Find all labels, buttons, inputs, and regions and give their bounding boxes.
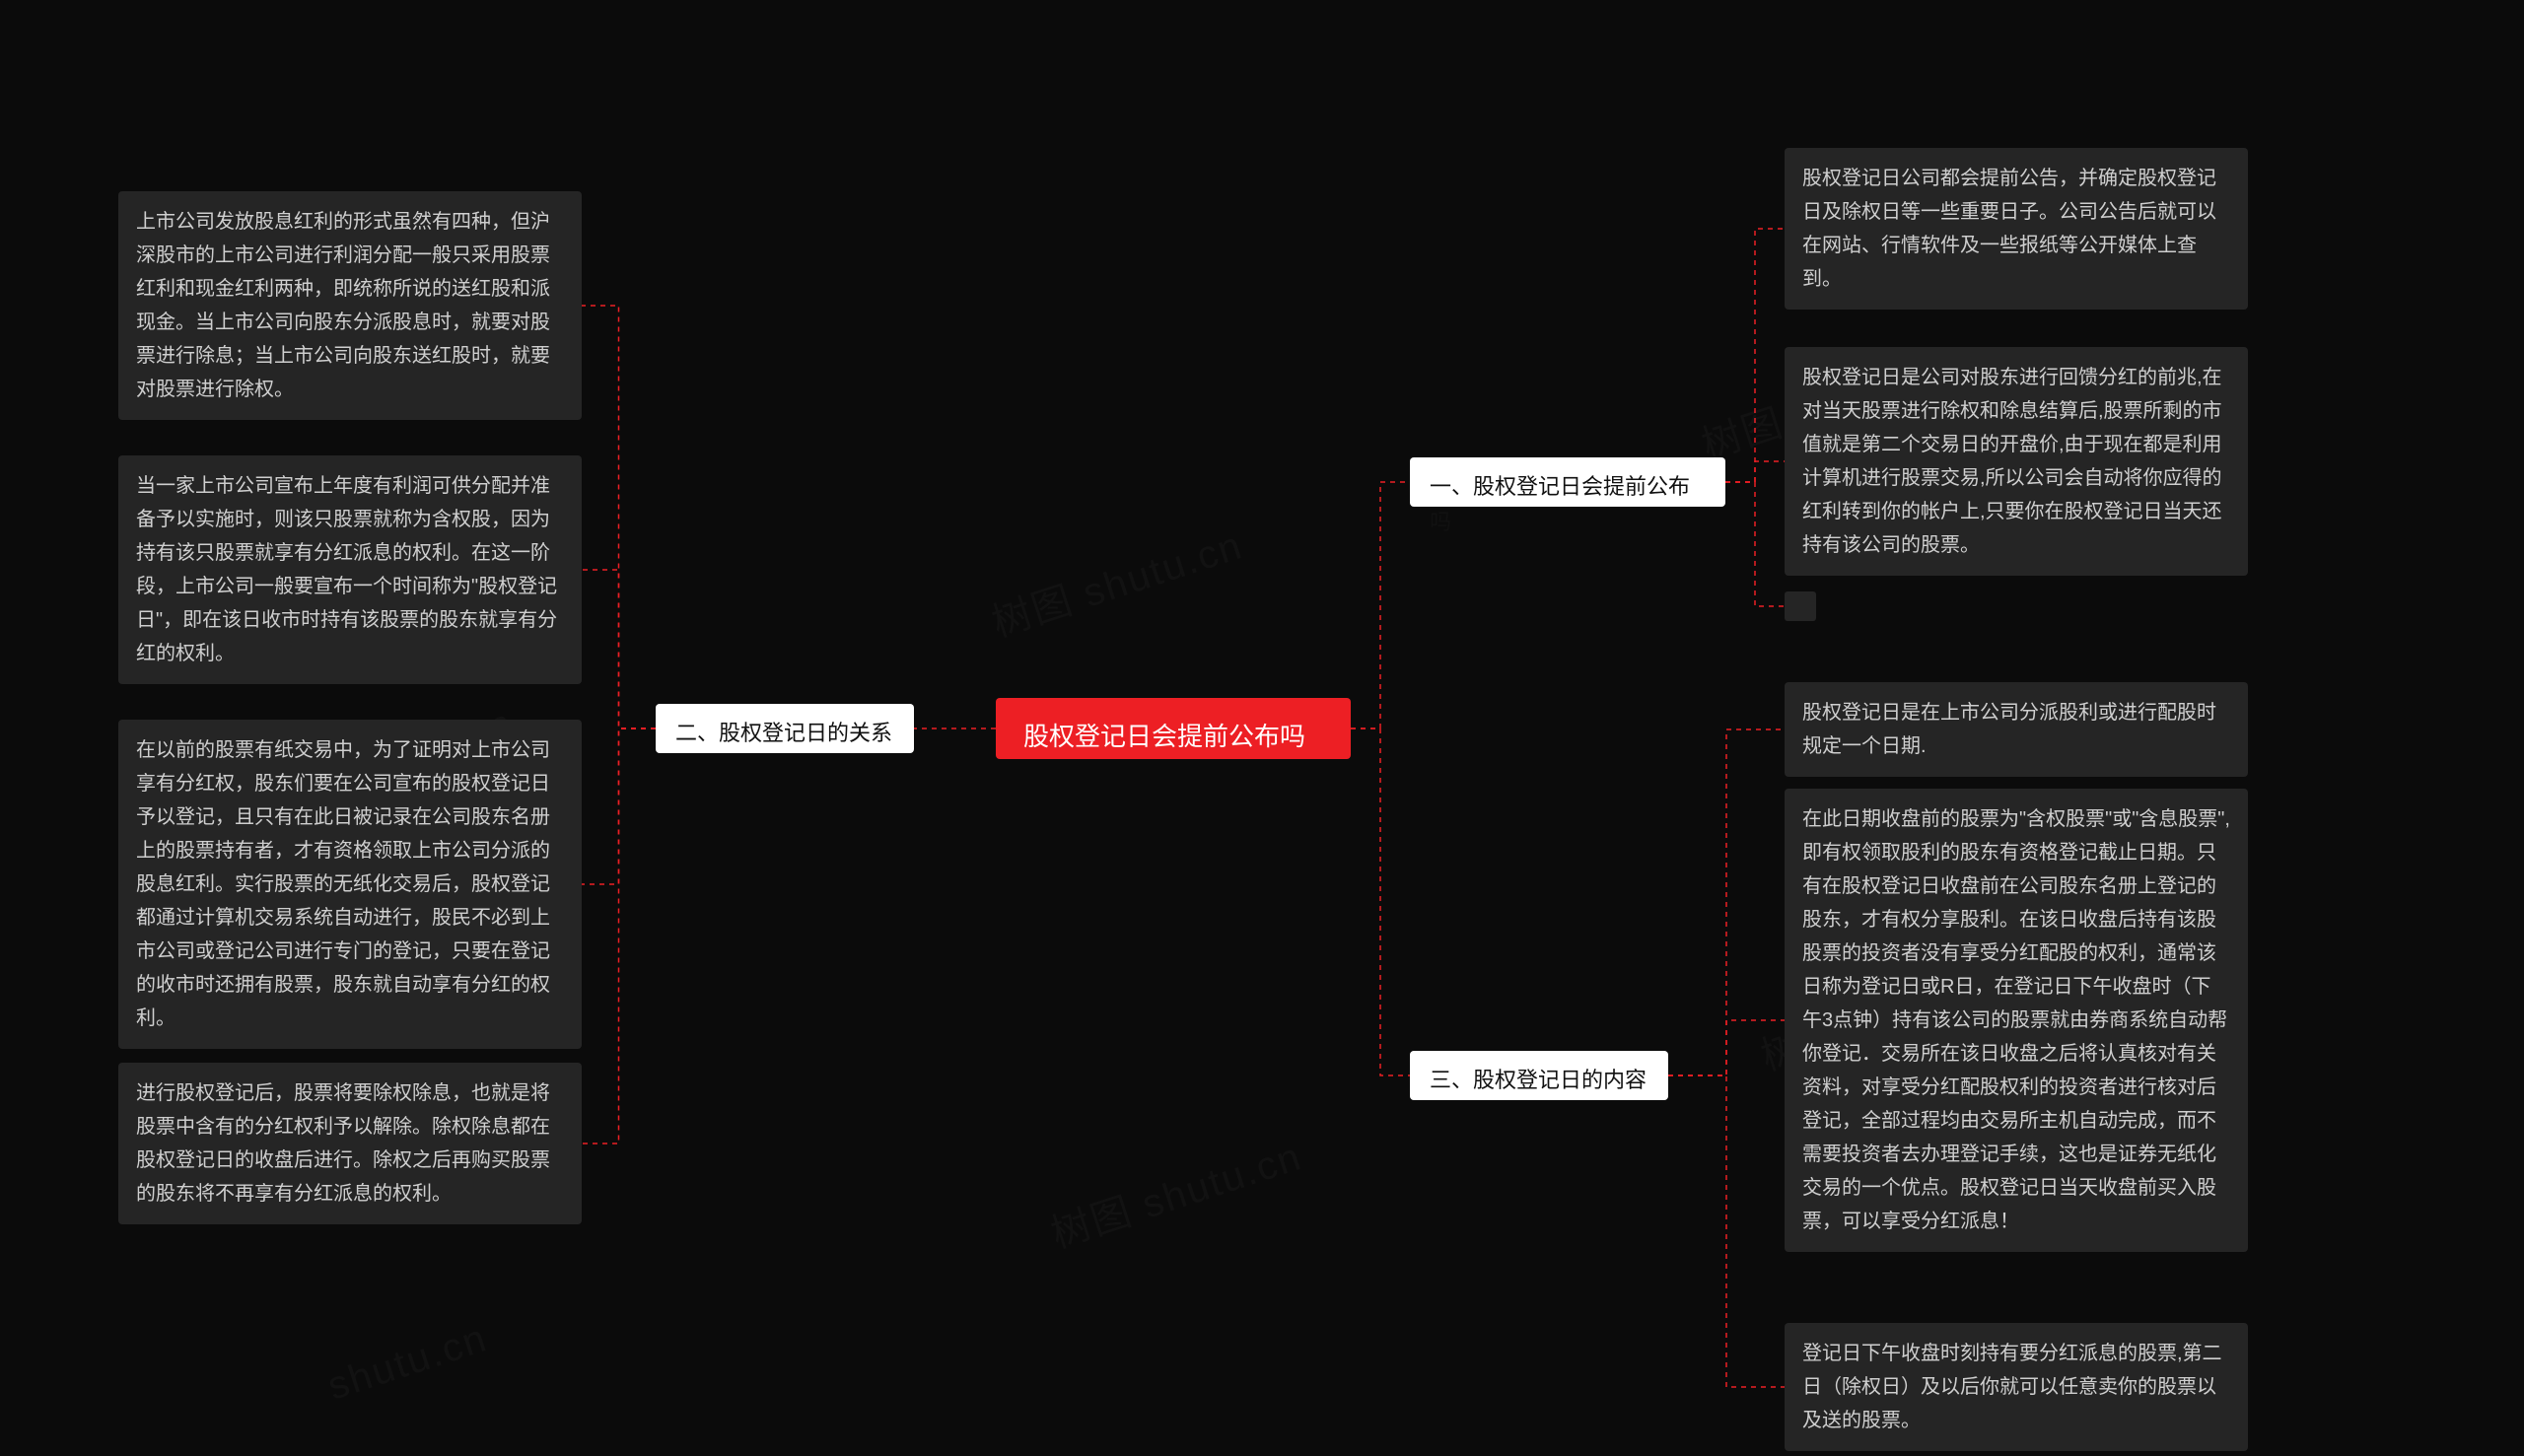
mindmap-leaf-l2a-label: 上市公司发放股息红利的形式虽然有四种，但沪深股市的上市公司进行利润分配一般只采用… [136,211,550,400]
mindmap-topic-t3-label: 三、股权登记日的内容 [1430,1068,1647,1092]
mindmap-leaf-l2c[interactable]: 在以前的股票有纸交易中，为了证明对上市公司享有分红权，股东们要在公司宣布的股权登… [118,720,582,1049]
watermark: 树图 shutu.cn [1043,1125,1308,1260]
mindmap-leaf-l1b[interactable]: 股权登记日是公司对股东进行回馈分红的前兆,在对当天股票进行除权和除息结算后,股票… [1785,347,2248,576]
mindmap-leaf-l1a[interactable]: 股权登记日公司都会提前公告，并确定股权登记日及除权日等一些重要日子。公司公告后就… [1785,148,2248,310]
mindmap-topic-t2[interactable]: 二、股权登记日的关系 [656,704,914,753]
mindmap-leaf-l1b-label: 股权登记日是公司对股东进行回馈分红的前兆,在对当天股票进行除权和除息结算后,股票… [1802,367,2222,556]
mindmap-leaf-l2b-label: 当一家上市公司宣布上年度有利润可供分配并准备予以实施时，则该只股票就称为含权股，… [136,475,557,664]
mindmap-leaf-l3c[interactable]: 登记日下午收盘时刻持有要分红派息的股票,第二日（除权日）及以后你就可以任意卖你的… [1785,1323,2248,1451]
mindmap-leaf-l2c-label: 在以前的股票有纸交易中，为了证明对上市公司享有分红权，股东们要在公司宣布的股权登… [136,739,550,1029]
mindmap-topic-t1-label: 一、股权登记日会提前公布吗 [1430,474,1690,534]
mindmap-leaf-l3a-label: 股权登记日是在上市公司分派股利或进行配股时规定一个日期. [1802,702,2216,757]
mindmap-topic-t2-label: 二、股权登记日的关系 [675,721,892,745]
mindmap-leaf-l2d-label: 进行股权登记后，股票将要除权除息，也就是将股票中含有的分红权利予以解除。除权除息… [136,1082,550,1205]
mindmap-leaf-l3a[interactable]: 股权登记日是在上市公司分派股利或进行配股时规定一个日期. [1785,682,2248,777]
mindmap-leaf-l3c-label: 登记日下午收盘时刻持有要分红派息的股票,第二日（除权日）及以后你就可以任意卖你的… [1802,1343,2222,1431]
mindmap-leaf-l2b[interactable]: 当一家上市公司宣布上年度有利润可供分配并准备予以实施时，则该只股票就称为含权股，… [118,455,582,684]
mindmap-leaf-l1c[interactable] [1785,591,1816,621]
watermark: 树图 shutu.cn [984,514,1249,649]
mindmap-leaf-l2d[interactable]: 进行股权登记后，股票将要除权除息，也就是将股票中含有的分红权利予以解除。除权除息… [118,1063,582,1224]
mindmap-topic-t3[interactable]: 三、股权登记日的内容 [1410,1051,1668,1100]
mindmap-leaf-l2a[interactable]: 上市公司发放股息红利的形式虽然有四种，但沪深股市的上市公司进行利润分配一般只采用… [118,191,582,420]
mindmap-root[interactable]: 股权登记日会提前公布吗 [996,698,1351,759]
mindmap-leaf-l3b[interactable]: 在此日期收盘前的股票为"含权股票"或"含息股票",即有权领取股利的股东有资格登记… [1785,789,2248,1252]
watermark: shutu.cn [322,1316,493,1409]
mindmap-leaf-l3b-label: 在此日期收盘前的股票为"含权股票"或"含息股票",即有权领取股利的股东有资格登记… [1802,808,2230,1232]
mindmap-topic-t1[interactable]: 一、股权登记日会提前公布吗 [1410,457,1725,507]
mindmap-leaf-l1a-label: 股权登记日公司都会提前公告，并确定股权登记日及除权日等一些重要日子。公司公告后就… [1802,168,2216,290]
mindmap-root-label: 股权登记日会提前公布吗 [1023,722,1305,751]
